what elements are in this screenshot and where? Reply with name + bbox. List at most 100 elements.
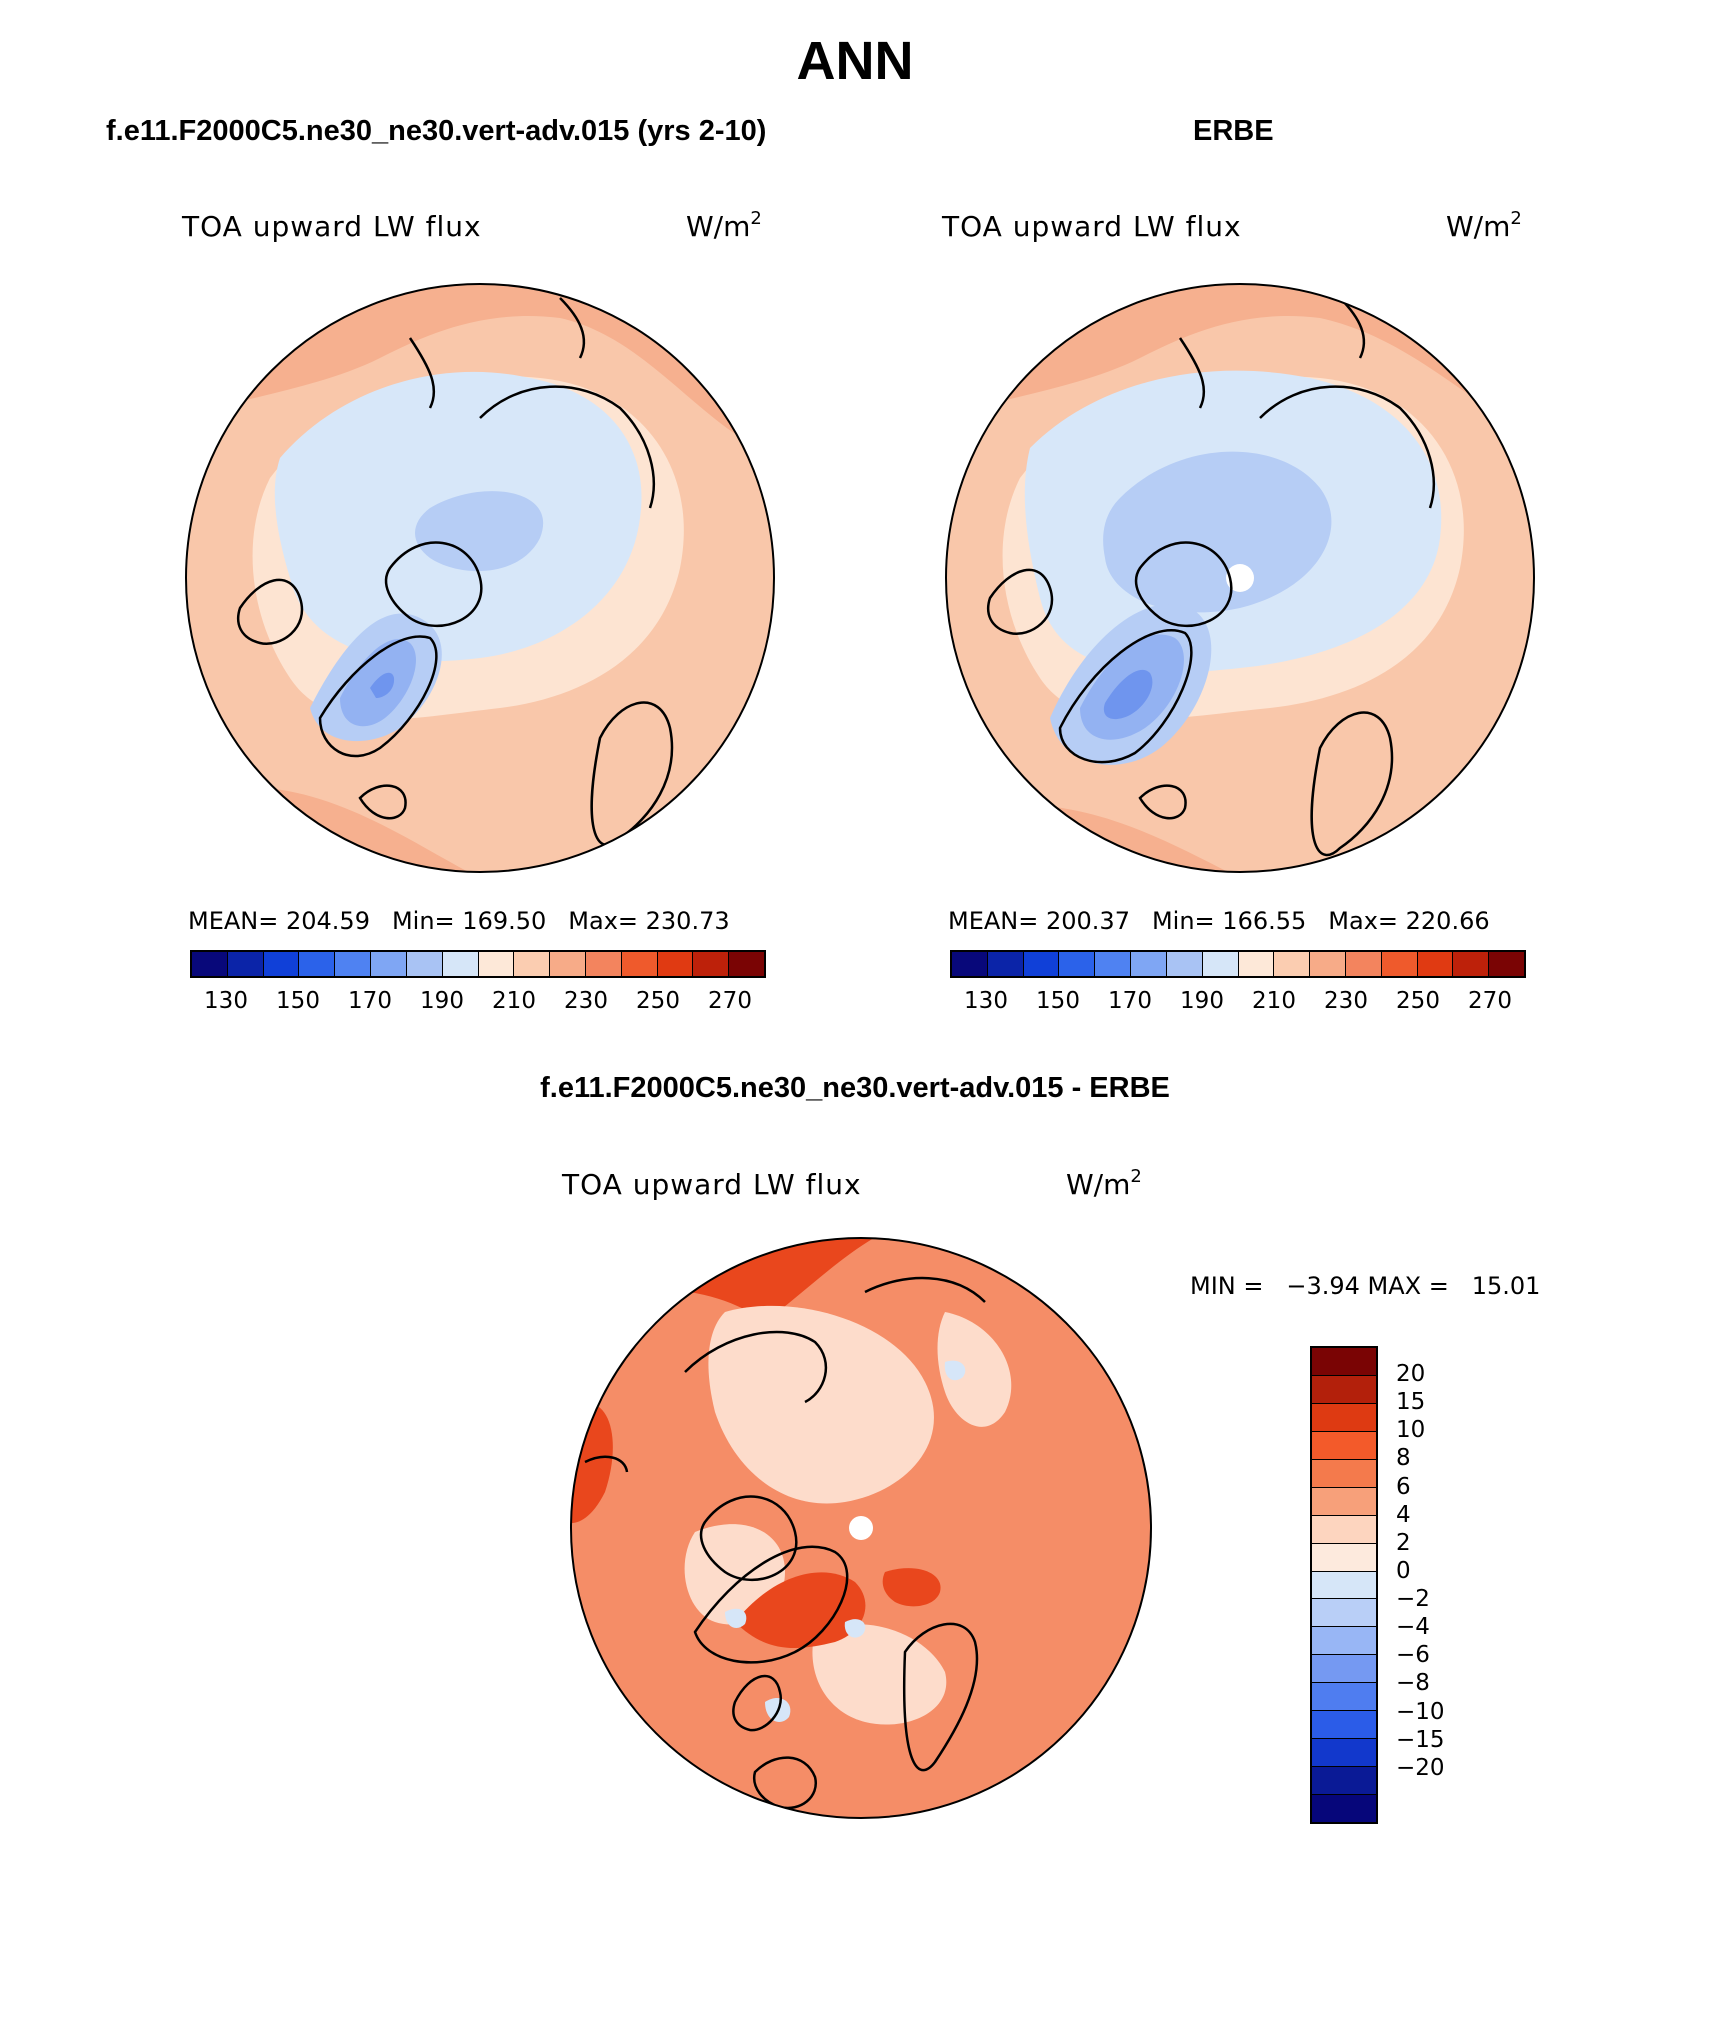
- panel1-mean: MEAN= 204.59: [188, 907, 370, 935]
- panel3-colorbar-segment: [1312, 1515, 1376, 1544]
- panel2-units-label: W/m2: [1446, 208, 1522, 243]
- panel1-colorbar-segment: [693, 952, 730, 976]
- panel2-colorbar-segment: [1095, 952, 1132, 976]
- panel1-colorbar-tick-label: 130: [204, 988, 248, 1014]
- panel1-colorbar-segment: [406, 952, 443, 976]
- panel2-colorbar: [950, 950, 1526, 978]
- panel3-colorbar-segment: [1312, 1599, 1376, 1628]
- panel3-colorbar-segment: [1312, 1655, 1376, 1684]
- panel2-colorbar-segment: [1310, 952, 1346, 976]
- panel1-min: Min= 169.50: [391, 907, 547, 935]
- panel1-colorbar-ticks: 130 150 170 190 210 230 250 270: [190, 988, 766, 1018]
- panel3-colorbar-tick-label: −2: [1396, 1586, 1430, 1613]
- panel2-pole-missing-data: [1226, 564, 1254, 592]
- panel3-colorbar-tick-label: 8: [1396, 1445, 1411, 1472]
- panel3-colorbar-segment: [1312, 1375, 1376, 1404]
- panel2-variable-label: TOA upward LW flux: [942, 210, 1242, 243]
- panel1-colorbar-segment: [335, 952, 372, 976]
- panel3-colorbar-segment: [1312, 1627, 1376, 1656]
- panel2-colorbar-tick-label: 150: [1036, 988, 1080, 1014]
- panel3-colorbar-segment: [1312, 1403, 1376, 1432]
- panel1-colorbar-tick-label: 190: [420, 988, 464, 1014]
- panel1-colorbar-segment: [263, 952, 300, 976]
- panel1-colorbar-tick-label: 250: [636, 988, 680, 1014]
- panel3-colorbar-segment: [1312, 1431, 1376, 1460]
- panel3-colorbar-tick-label: −8: [1396, 1670, 1430, 1697]
- panel2-colorbar-segment: [1345, 952, 1382, 976]
- panel2-stats: MEAN= 200.37 Min= 166.55 Max= 220.66: [948, 907, 1512, 935]
- panel3-colorbar-tick-label: 2: [1396, 1529, 1411, 1556]
- panel1-colorbar-segment: [371, 952, 407, 976]
- panel2-colorbar-segment: [1202, 952, 1239, 976]
- panel3-title: f.e11.F2000C5.ne30_ne30.vert-adv.015 - E…: [540, 1072, 1170, 1104]
- panel1-colorbar-segment: [227, 952, 264, 976]
- panel3-colorbar-segment: [1312, 1571, 1376, 1600]
- panel3-colorbar-segment: [1312, 1683, 1376, 1712]
- panel1-colorbar-segment: [299, 952, 336, 976]
- panel2-colorbar-tick-label: 170: [1108, 988, 1152, 1014]
- panel1-colorbar-segment: [550, 952, 586, 976]
- panel3-variable-label: TOA upward LW flux: [562, 1168, 862, 1201]
- panel3-colorbar-segment: [1312, 1487, 1376, 1516]
- panel1-colorbar-tick-label: 150: [276, 988, 320, 1014]
- panel1-colorbar-tick-label: 210: [492, 988, 536, 1014]
- panel2-colorbar-segment: [1274, 952, 1311, 976]
- panel2-min: Min= 166.55: [1151, 907, 1307, 935]
- panel1-colorbar-segment: [192, 952, 228, 976]
- panel2-mean: MEAN= 200.37: [948, 907, 1130, 935]
- panel3-colorbar-tick-label: 4: [1396, 1501, 1411, 1528]
- panel3-colorbar-segment: [1312, 1348, 1376, 1376]
- panel1-colorbar-segment: [478, 952, 515, 976]
- panel1-colorbar-segment: [514, 952, 551, 976]
- panel1-colorbar-segment: [657, 952, 694, 976]
- panel3-colorbar-tick-label: 6: [1396, 1473, 1411, 1500]
- panel3-colorbar-tick-label: −10: [1396, 1698, 1445, 1725]
- panel3-colorbar-segment: [1312, 1795, 1376, 1822]
- panel2-colorbar-tick-label: 250: [1396, 988, 1440, 1014]
- panel1-colorbar-tick-label: 230: [564, 988, 608, 1014]
- panel2-colorbar-tick-label: 190: [1180, 988, 1224, 1014]
- panel3-colorbar-segment: [1312, 1711, 1376, 1740]
- panel3-colorbar-segment: [1312, 1459, 1376, 1488]
- panel2-colorbar-segment: [1023, 952, 1060, 976]
- panel2-colorbar-segment: [1166, 952, 1203, 976]
- panel3-pole-missing-data: [849, 1516, 873, 1540]
- panel1-stats: MEAN= 204.59 Min= 169.50 Max= 230.73: [188, 907, 752, 935]
- panel3-colorbar-segment: [1312, 1543, 1376, 1572]
- panel3-colorbar-tick-label: 20: [1396, 1361, 1426, 1388]
- panel3-colorbar-segment: [1312, 1739, 1376, 1768]
- panel3-colorbar: [1310, 1346, 1378, 1824]
- panel2-colorbar-segment: [1238, 952, 1275, 976]
- panel1-variable-label: TOA upward LW flux: [182, 210, 482, 243]
- panel3-polar-map: [570, 1237, 1152, 1819]
- panel3-colorbar-ticks: 20 15 10 8 6 4 2 0 −2 −4 −6 −8 −10 −15 −20: [1396, 1346, 1516, 1824]
- panel1-units-label: W/m2: [686, 208, 762, 243]
- panel3-colorbar-tick-label: −15: [1396, 1726, 1445, 1753]
- panel2-colorbar-tick-label: 210: [1252, 988, 1296, 1014]
- panel3-minmax: MIN = −3.94 MAX = 15.01: [1190, 1272, 1541, 1300]
- panel1-colorbar-segment: [585, 952, 622, 976]
- panel1-colorbar-tick-label: 270: [708, 988, 752, 1014]
- panel3-units-label: W/m2: [1066, 1166, 1142, 1201]
- panel2-colorbar-segment: [1417, 952, 1454, 976]
- panel2-colorbar-segment: [1131, 952, 1167, 976]
- panel2-colorbar-segment: [1059, 952, 1096, 976]
- panel2-colorbar-ticks: 130 150 170 190 210 230 250 270: [950, 988, 1526, 1018]
- panel2-title: ERBE: [1193, 115, 1274, 147]
- panel1-polar-map: [185, 283, 775, 873]
- panel1-colorbar-segment: [621, 952, 658, 976]
- panel3-colorbar-tick-label: −4: [1396, 1614, 1430, 1641]
- panel3-colorbar-tick-label: −20: [1396, 1754, 1445, 1781]
- panel3-colorbar-tick-label: 15: [1396, 1389, 1426, 1416]
- panel2-colorbar-segment: [1381, 952, 1418, 976]
- panel3-colorbar-tick-label: 0: [1396, 1557, 1411, 1584]
- panel1-title: f.e11.F2000C5.ne30_ne30.vert-adv.015 (yr…: [106, 115, 767, 147]
- panel3-colorbar-tick-label: −6: [1396, 1642, 1430, 1669]
- panel2-colorbar-segment: [952, 952, 988, 976]
- panel2-max: Max= 220.66: [1328, 907, 1490, 935]
- panel1-colorbar-tick-label: 170: [348, 988, 392, 1014]
- panel1-colorbar-segment: [729, 952, 764, 976]
- panel2-colorbar-tick-label: 230: [1324, 988, 1368, 1014]
- panel1-max: Max= 230.73: [568, 907, 730, 935]
- panel3-colorbar-segment: [1312, 1767, 1376, 1795]
